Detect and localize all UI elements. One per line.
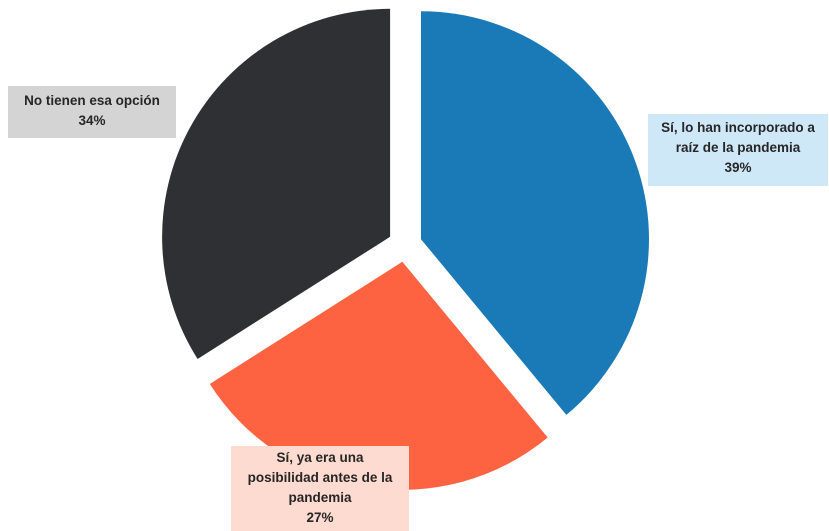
slice-label-before-pandemic-line-2: posibilidad antes de la [247,470,393,485]
slice-label-no-option-line-1: No tienen esa opción [24,93,160,108]
slice-label-before-pandemic-line-1: Sí, ya era una [276,450,364,465]
slice-value-incorporated: 39% [724,160,752,175]
slice-value-before-pandemic: 27% [306,510,334,525]
slice-label-incorporated: Sí, lo han incorporado a raíz de la pand… [648,114,828,186]
pie-slice-no-option [162,8,391,359]
pie-slice-before-pandemic [209,261,548,490]
slice-label-no-option: No tienen esa opción 34% [8,86,176,138]
slice-value-no-option: 34% [78,113,106,128]
slice-label-before-pandemic: Sí, ya era una posibilidad antes de la p… [231,446,409,531]
slice-label-before-pandemic-line-3: pandemia [288,490,352,505]
pie-slice-incorporated [420,11,649,415]
slice-label-incorporated-line-1: Sí, lo han incorporado a [661,120,815,135]
slice-label-incorporated-line-2: raíz de la pandemia [675,140,801,155]
